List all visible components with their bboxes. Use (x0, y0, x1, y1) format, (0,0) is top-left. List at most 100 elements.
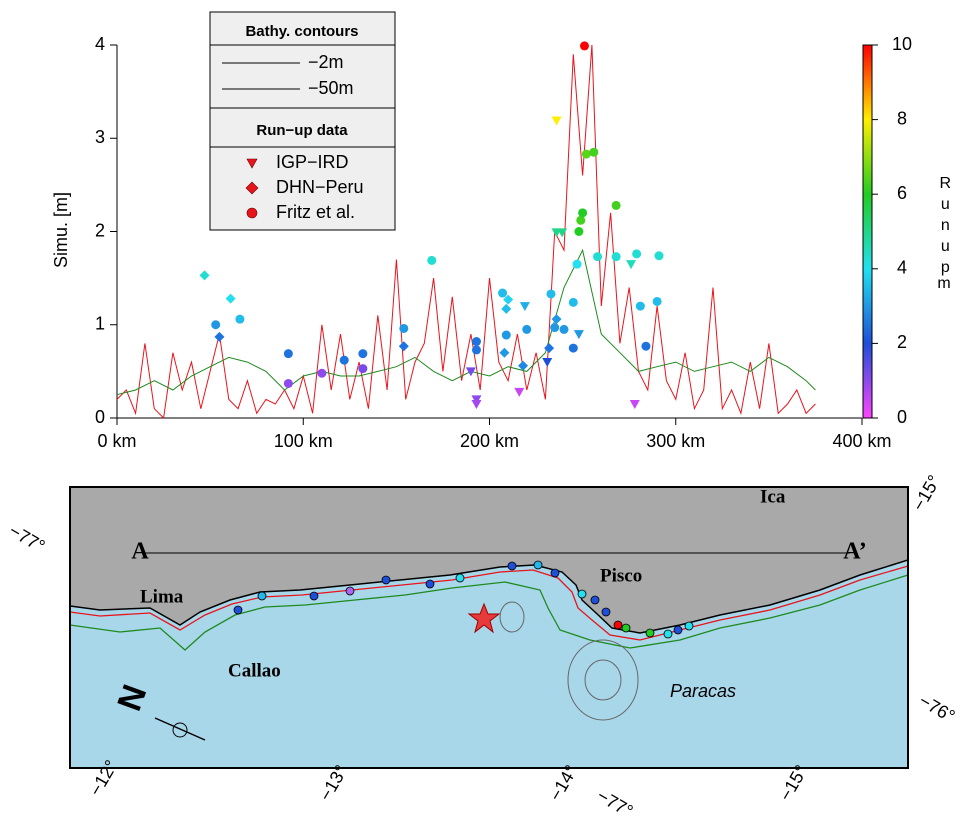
run-up-point (199, 270, 210, 281)
run-up-point (576, 215, 586, 225)
run-up-point (465, 367, 476, 377)
run-up-point (471, 345, 481, 355)
run-up-point (471, 337, 481, 347)
run-up-point (641, 341, 651, 351)
run-up-point (559, 324, 569, 334)
run-up-point (518, 360, 529, 371)
y-axis-label: Simu. [m] (51, 192, 71, 268)
run-up-point (358, 349, 368, 359)
run-up-point (522, 324, 532, 334)
run-up-point (568, 343, 578, 353)
run-up-point (589, 147, 599, 157)
run-up-point (471, 400, 482, 410)
legend-title: Run−up data (256, 122, 348, 139)
colorbar-tick-label: 2 (897, 332, 907, 352)
run-up-point (514, 387, 525, 397)
y-tick-label: 0 (95, 407, 105, 427)
legend-marker (246, 207, 258, 219)
run-up-point (611, 200, 621, 210)
map: A A’ Lima Callao Pisco Ica Paracas N −12… (6, 472, 959, 822)
colorbar-tick-label: 6 (897, 183, 907, 203)
run-up-point (544, 343, 555, 354)
run-up-point (632, 249, 642, 259)
colorbar-tick-label: 10 (892, 34, 912, 54)
map-label: Lima (140, 586, 184, 607)
run-up-point (578, 208, 588, 218)
run-up-point (283, 378, 293, 388)
run-up-point (568, 297, 578, 307)
run-up-point (557, 228, 568, 238)
lon-label: −77° (594, 785, 637, 821)
bathy (584, 659, 622, 701)
run-up-point (542, 358, 553, 368)
x-tick-label: 300 km (646, 431, 705, 451)
run-up-point (574, 227, 584, 236)
land (69, 486, 909, 634)
run-up-point (358, 364, 368, 374)
y-tick-label: 4 (95, 34, 105, 54)
lon-label: −15° (908, 472, 944, 515)
run-up-point (339, 355, 349, 365)
legend-label: IGP−IRD (276, 152, 349, 172)
run-up-point (317, 368, 327, 378)
map-label: Callao (228, 660, 281, 681)
legend-label: −50m (308, 78, 354, 98)
run-up-point (498, 288, 508, 298)
run-up-point (593, 252, 603, 262)
run-up-point (471, 395, 482, 405)
run-up-point (572, 259, 582, 269)
run-up-point (519, 302, 530, 312)
x-tick-label: 400 km (832, 431, 891, 451)
run-up-point (654, 251, 664, 261)
map-label: Ica (760, 486, 786, 507)
north-arrow (154, 717, 206, 741)
run-up-point (214, 331, 225, 342)
bathy (499, 601, 525, 633)
colorbar (862, 44, 873, 419)
legend-marker (245, 181, 259, 195)
legend-label: DHN−Peru (276, 177, 364, 197)
x-tick-label: 200 km (460, 431, 519, 451)
x-tick-label: 0 km (97, 431, 136, 451)
bathy (567, 639, 639, 721)
map-label: Paracas (670, 681, 736, 701)
colorbar-tick-label: 8 (897, 108, 907, 128)
run-up-point (499, 347, 510, 358)
run-up-point (225, 293, 236, 304)
line (116, 248, 816, 396)
contour-50m (69, 574, 909, 651)
colorbar-label: Runup (937, 175, 954, 280)
colorbar-unit: m (937, 275, 950, 292)
legend-label: Fritz et al. (276, 202, 355, 222)
colorbar-tick-label: 0 (897, 407, 907, 427)
lon-label: −77° (6, 520, 49, 556)
y-tick-label: 1 (95, 314, 105, 334)
colorbar-tick-label: 4 (897, 258, 907, 278)
run-up-point (635, 301, 645, 311)
map-label: A (131, 539, 149, 565)
run-up-point (211, 320, 221, 330)
run-up-point (581, 149, 591, 159)
plot: 0 km 100 km 200 km 300 km 400 km 0 1 2 3 4 Simu. [… (51, 11, 954, 451)
run-up-point (501, 330, 511, 340)
run-up-point (501, 303, 512, 314)
x-tick-label: 100 km (274, 431, 333, 451)
run-up-point (652, 296, 662, 306)
y-tick-label: 2 (95, 220, 105, 240)
map-label: Pisco (600, 565, 642, 586)
legend-marker (246, 158, 258, 169)
run-up-point (573, 330, 584, 340)
map-frame (69, 486, 909, 769)
run-up-point (398, 341, 409, 352)
run-up-point (546, 289, 556, 299)
legend-title: Bathy. contours (245, 23, 358, 40)
map-dots (233, 560, 694, 639)
run-up-point (579, 41, 589, 51)
run-up-point (611, 252, 621, 262)
lon-label: −76° (916, 690, 959, 726)
run-up-point (550, 323, 560, 333)
run-up-point (551, 314, 562, 325)
run-up-point (629, 400, 640, 410)
map-label: A’ (843, 539, 867, 565)
